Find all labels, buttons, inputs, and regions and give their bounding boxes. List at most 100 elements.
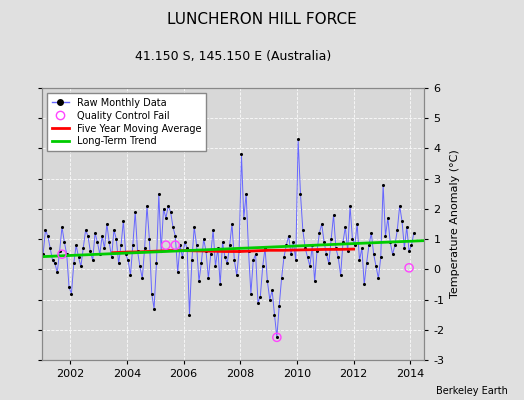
Point xyxy=(214,245,222,251)
Point xyxy=(103,221,111,227)
Point xyxy=(219,239,227,245)
Point xyxy=(365,242,373,248)
Point xyxy=(221,254,229,260)
Point xyxy=(244,248,253,254)
Point xyxy=(223,260,232,266)
Point xyxy=(60,239,69,245)
Point xyxy=(261,245,269,251)
Point xyxy=(275,302,283,309)
Point xyxy=(310,278,319,285)
Point xyxy=(367,230,376,236)
Point xyxy=(270,312,279,318)
Point xyxy=(131,209,139,215)
Point xyxy=(396,203,404,209)
Point xyxy=(327,236,335,242)
Point xyxy=(122,251,130,258)
Point xyxy=(242,190,250,197)
Point xyxy=(107,254,116,260)
Point xyxy=(308,242,316,248)
Point xyxy=(140,245,149,251)
Point xyxy=(256,293,265,300)
Point xyxy=(299,227,307,233)
Point xyxy=(393,227,401,233)
Point xyxy=(150,306,158,312)
Point xyxy=(252,251,260,258)
Point xyxy=(114,260,123,266)
Point xyxy=(344,248,352,254)
Point xyxy=(363,260,371,266)
Point xyxy=(202,248,210,254)
Point xyxy=(95,251,104,258)
Point xyxy=(181,239,189,245)
Point xyxy=(58,224,66,230)
Point xyxy=(230,257,238,264)
Point xyxy=(277,275,286,282)
Point xyxy=(65,284,73,291)
Point xyxy=(79,245,88,251)
Point xyxy=(41,227,50,233)
Point xyxy=(405,248,413,254)
Point xyxy=(233,272,241,278)
Point xyxy=(318,221,326,227)
Point xyxy=(62,251,71,258)
Point xyxy=(301,245,309,251)
Point xyxy=(272,334,281,340)
Point xyxy=(280,254,288,260)
Point xyxy=(124,257,132,264)
Point xyxy=(355,257,364,264)
Point xyxy=(86,248,94,254)
Point xyxy=(126,272,135,278)
Point xyxy=(152,260,161,266)
Point xyxy=(325,260,333,266)
Point xyxy=(211,263,220,270)
Point xyxy=(155,190,163,197)
Point xyxy=(360,281,368,288)
Point xyxy=(204,275,213,282)
Point xyxy=(258,263,267,270)
Point xyxy=(358,245,366,251)
Point xyxy=(119,218,127,224)
Point xyxy=(128,242,137,248)
Point xyxy=(377,254,385,260)
Point xyxy=(176,242,184,248)
Point xyxy=(282,242,290,248)
Point xyxy=(138,275,147,282)
Point xyxy=(100,245,108,251)
Point xyxy=(197,260,205,266)
Point xyxy=(51,260,59,266)
Point xyxy=(134,248,142,254)
Point xyxy=(188,257,196,264)
Point xyxy=(303,254,312,260)
Point xyxy=(169,224,177,230)
Point xyxy=(192,242,201,248)
Point xyxy=(93,239,102,245)
Point xyxy=(77,263,85,270)
Point xyxy=(200,236,208,242)
Point xyxy=(235,248,243,254)
Point xyxy=(56,248,64,254)
Point xyxy=(402,224,411,230)
Point xyxy=(268,287,276,294)
Point xyxy=(164,203,172,209)
Point xyxy=(185,312,194,318)
Point xyxy=(305,263,314,270)
Point xyxy=(159,206,168,212)
Point xyxy=(74,254,83,260)
Point xyxy=(67,290,75,297)
Text: Berkeley Earth: Berkeley Earth xyxy=(436,386,508,396)
Point xyxy=(206,251,215,258)
Point xyxy=(315,230,323,236)
Point xyxy=(320,239,328,245)
Point xyxy=(254,299,262,306)
Point xyxy=(296,190,304,197)
Point xyxy=(391,242,399,248)
Point xyxy=(339,239,347,245)
Point xyxy=(285,233,293,239)
Point xyxy=(384,215,392,221)
Point xyxy=(374,275,383,282)
Point xyxy=(178,254,187,260)
Point xyxy=(195,278,203,285)
Point xyxy=(43,233,52,239)
Point xyxy=(209,227,217,233)
Point xyxy=(348,236,357,242)
